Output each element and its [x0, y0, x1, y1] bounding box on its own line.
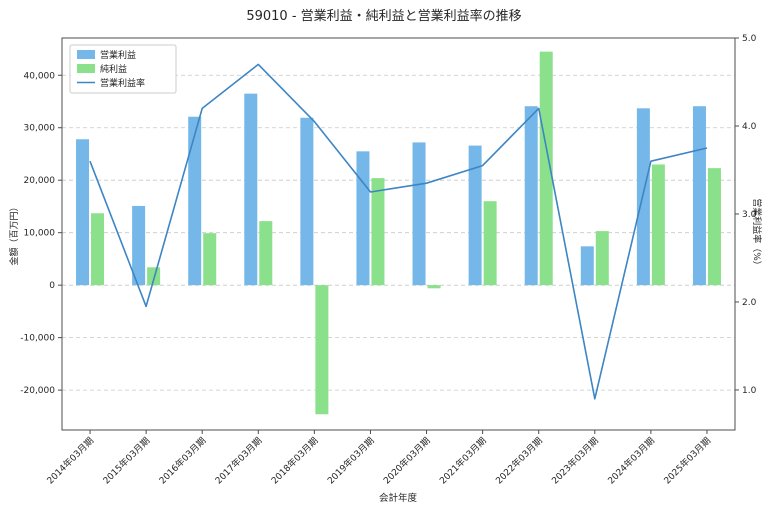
- bar: [356, 151, 370, 286]
- x-tick-label: 2018年03月期: [269, 435, 321, 487]
- bar: [692, 106, 706, 286]
- legend-swatch: [77, 50, 95, 59]
- x-tick-label: 2025年03月期: [661, 435, 713, 487]
- y-right-tick-label: 4.0: [742, 122, 757, 132]
- bar: [76, 139, 90, 286]
- bar: [315, 285, 329, 415]
- legend-box: [69, 44, 177, 94]
- y-left-tick-label: 20,000: [24, 176, 56, 186]
- bar: [595, 231, 609, 286]
- bar: [483, 201, 497, 286]
- bar: [132, 205, 146, 286]
- chart-content: 40,000 30,000 20,000 10,000 0 -10,000 -20,000 1…: [20, 34, 756, 487]
- x-tick-label: 2016年03月期: [156, 435, 208, 487]
- bar: [580, 246, 594, 286]
- x-tick-label: 2023年03月期: [549, 435, 601, 487]
- x-tick-label: 2024年03月期: [605, 435, 657, 487]
- y-right-tick-label: 2.0: [742, 298, 757, 308]
- bar: [259, 221, 273, 286]
- chart-title: 59010 - 営業利益・純利益と営業利益率の推移: [246, 8, 521, 24]
- bar: [539, 51, 553, 286]
- rate-line: [89, 63, 708, 400]
- bar: [636, 108, 650, 286]
- plot-border: [61, 37, 736, 431]
- bar: [427, 285, 441, 289]
- y-left-tick-label: -10,000: [20, 334, 55, 344]
- legend-label: 営業利益: [100, 49, 136, 61]
- y-left-tick-label: 30,000: [24, 124, 56, 134]
- bar: [188, 116, 202, 286]
- bar: [147, 267, 161, 286]
- x-tick-label: 2020年03月期: [381, 435, 433, 487]
- x-tick-label: 2019年03月期: [325, 435, 377, 487]
- x-axis-label: 会計年度: [379, 492, 418, 504]
- legend-swatch: [77, 64, 95, 73]
- bar: [524, 106, 538, 286]
- bar: [412, 142, 426, 286]
- bar: [371, 178, 385, 286]
- bar: [244, 93, 258, 286]
- y-left-tick-label: 40,000: [24, 71, 56, 81]
- y-right-tick-label: 1.0: [742, 386, 757, 396]
- legend-label: 純利益: [100, 63, 127, 75]
- x-tick-label: 2017年03月期: [213, 435, 265, 487]
- y-axis-label-left: 金額（百万円）: [8, 202, 20, 265]
- x-tick-label: 2021年03月期: [437, 435, 489, 487]
- y-left-tick-label: 0: [49, 281, 55, 291]
- bar: [91, 213, 105, 286]
- legend-label: 営業利益率: [100, 77, 145, 89]
- y-axis-label-right: 営業利益率（%）: [751, 198, 763, 270]
- y-right-tick-label: 3.0: [742, 210, 757, 220]
- bar: [707, 168, 721, 286]
- bar: [203, 233, 217, 286]
- x-tick-label: 2022年03月期: [493, 435, 545, 487]
- bar: [468, 145, 482, 286]
- y-right-tick-label: 5.0: [742, 34, 757, 44]
- y-left-tick-label: 10,000: [24, 229, 56, 239]
- x-tick-label: 2015年03月期: [100, 435, 152, 487]
- bar: [300, 117, 314, 286]
- y-left-tick-label: -20,000: [20, 386, 55, 396]
- x-tick-label: 2014年03月期: [44, 435, 96, 487]
- bar: [651, 164, 665, 286]
